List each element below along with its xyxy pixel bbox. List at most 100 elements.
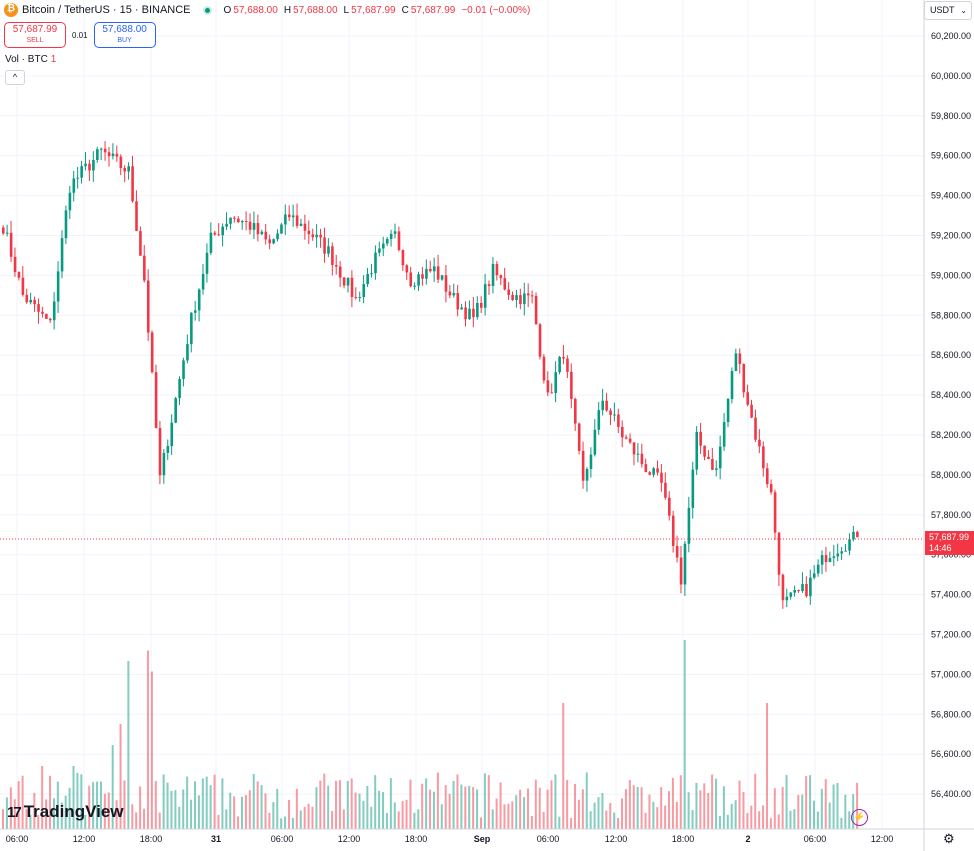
candle-body (319, 234, 322, 238)
volume-bar (221, 778, 224, 829)
candlesticks (2, 141, 859, 609)
volume-bar (648, 794, 651, 829)
candle-body (335, 265, 338, 267)
volume-bar (319, 780, 322, 829)
volume-bar (378, 790, 381, 829)
sell-button[interactable]: 57,687.99 SELL (4, 22, 66, 48)
volume-bar (45, 799, 48, 829)
candle-body (421, 274, 424, 279)
lightning-icon[interactable]: ⚡ (851, 809, 868, 826)
volume-bar (186, 776, 189, 829)
volume-bar (374, 775, 377, 829)
volume-bar (432, 791, 435, 829)
candle-body (374, 252, 377, 274)
open-value: 57,688.00 (233, 4, 278, 16)
symbol-title[interactable]: Bitcoin / TetherUS · 15 · BINANCE (22, 4, 191, 16)
candle-body (812, 573, 816, 578)
candle-body (432, 266, 436, 272)
volume-bar (21, 775, 24, 829)
candle-body (848, 539, 851, 551)
candle-body (479, 302, 483, 308)
volume-bar (546, 789, 549, 829)
candle-body (80, 166, 83, 178)
price-tick-label: 56,600.00 (931, 749, 971, 759)
currency-dropdown[interactable]: USDT ⌄ (924, 1, 972, 20)
candle-body (574, 398, 577, 424)
candle-body (621, 426, 624, 438)
time-tick-label: 18:00 (672, 834, 695, 844)
price-tick-label: 59,600.00 (931, 151, 971, 161)
open-label: O (223, 4, 232, 16)
candle-body (346, 277, 350, 286)
candle-body (213, 232, 217, 235)
volume-bar (589, 811, 592, 829)
volume-bar (362, 800, 365, 829)
candle-body (103, 148, 107, 153)
candle-body (88, 163, 91, 171)
candle-body (366, 273, 369, 285)
volume-bar (178, 806, 181, 829)
volume-bar (519, 789, 522, 829)
volume-bar (816, 811, 819, 829)
candle-body (284, 214, 287, 225)
candle-body (193, 310, 197, 313)
candle-body (495, 263, 499, 276)
volume-bar (80, 774, 83, 829)
candle-body (370, 273, 373, 275)
candle-body (585, 469, 589, 481)
tradingview-logo[interactable]: 17 TradingView (7, 802, 124, 822)
volume-bar (370, 806, 373, 829)
volume-bar (76, 772, 79, 829)
volume-bar (574, 783, 576, 829)
volume-bar (507, 803, 510, 829)
volume-bar (88, 785, 91, 829)
volume-bar (284, 816, 287, 829)
candle-body (146, 280, 150, 333)
candle-body (632, 442, 636, 455)
volume-bar (315, 787, 318, 829)
gear-icon[interactable]: ⚙ (943, 831, 955, 846)
candle-body (801, 583, 804, 592)
volume-bar (820, 788, 823, 829)
volume-bar (750, 805, 753, 829)
volume-bar (260, 784, 263, 829)
candle-body (190, 312, 193, 345)
volume-bar (127, 661, 130, 829)
volume-bar (154, 780, 157, 829)
volume-legend[interactable]: Vol · BTC 1 (5, 54, 56, 65)
candle-body (49, 318, 52, 321)
volume-bar (476, 789, 479, 829)
volume-bar (162, 774, 165, 829)
candle-body (119, 156, 123, 168)
candle-body (550, 392, 554, 394)
candle-body (660, 472, 663, 483)
volume-bar (715, 778, 718, 829)
price-tick-label: 57,800.00 (931, 510, 971, 520)
candle-body (644, 464, 648, 473)
market-status-icon[interactable] (202, 5, 212, 15)
candle-body (182, 360, 185, 379)
volume-bar (135, 812, 138, 829)
candle-body (315, 234, 319, 238)
candle-body (41, 311, 44, 314)
candle-body (707, 456, 710, 459)
candle-body (754, 417, 757, 440)
collapse-legend-button[interactable]: ^ (5, 70, 25, 85)
price-tick-label: 58,800.00 (931, 310, 971, 320)
volume-bar (570, 818, 573, 829)
candle-body (675, 545, 679, 558)
candle-body (730, 371, 734, 399)
candle-body (546, 380, 550, 393)
price-tick-label: 59,800.00 (931, 111, 971, 121)
volume-bar (601, 793, 604, 829)
volume-bar (409, 779, 412, 829)
volume-bar (448, 793, 451, 829)
buy-button[interactable]: 57,688.00 BUY (93, 22, 156, 48)
candle-body (323, 237, 326, 254)
candle-body (76, 177, 80, 179)
volume-bar (248, 790, 251, 829)
candle-body (750, 404, 753, 418)
candle-body (534, 295, 538, 325)
candle-body (668, 497, 671, 516)
